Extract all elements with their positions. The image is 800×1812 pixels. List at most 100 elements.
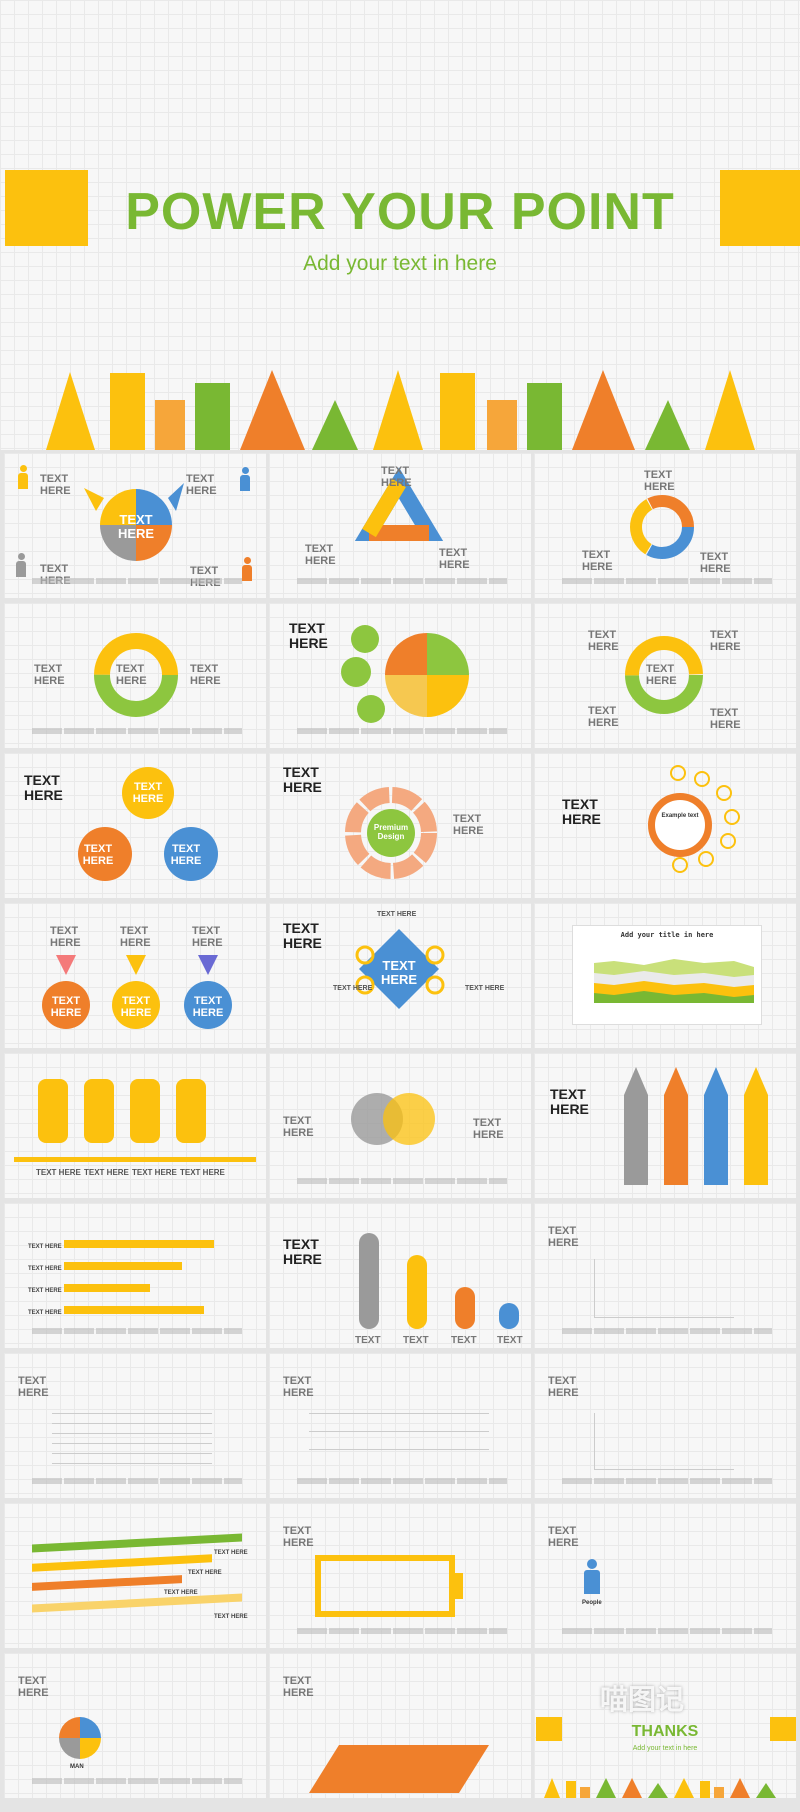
shape-bar bbox=[440, 373, 475, 450]
label-text-here: TEXT HERE bbox=[381, 465, 412, 489]
slide-thumbnail-11[interactable]: TEXT HERE TEXT HERE TEXT HERE TEXT HERE … bbox=[269, 903, 531, 1048]
slide-thumbnail-22[interactable]: TEXT HERE TEXT HERE TEXT HERE TEXT HERE bbox=[4, 1503, 266, 1648]
label-text-here: TEXT HERE bbox=[710, 629, 741, 653]
center-text-here: TEXT HERE bbox=[117, 512, 155, 541]
label-text-here: TEXT HERE bbox=[283, 1675, 314, 1699]
caption-line bbox=[297, 1478, 507, 1484]
man-label: MAN bbox=[70, 1764, 84, 1770]
label-text-here: TEXT HERE bbox=[588, 705, 619, 729]
slide-thumbnail-19[interactable]: TEXT HERE bbox=[4, 1353, 266, 1498]
mobile-icon bbox=[720, 833, 736, 849]
slide-thumbnail-23[interactable]: TEXT HERE bbox=[269, 1503, 531, 1648]
slide-thumbnail-21[interactable]: TEXT HERE bbox=[534, 1353, 796, 1498]
caption-line bbox=[562, 578, 772, 584]
yellow-square bbox=[536, 1717, 562, 1741]
label-text-here: TEXT HERE bbox=[548, 1525, 579, 1549]
slide-heading: TEXT HERE bbox=[562, 796, 601, 827]
slide-thumbnail-7[interactable]: TEXT HERE TEXT HERE TEXT HERE TEXT HERE bbox=[4, 753, 266, 898]
shape-bar bbox=[195, 383, 230, 450]
slide-thumbnail-17[interactable]: TEXT HERE TEXT TEXT TEXT TEXT bbox=[269, 1203, 531, 1348]
slide-thumbnail-3[interactable]: TEXT HERE TEXT HERE TEXT HERE bbox=[534, 453, 796, 598]
slide-thumbnail-27[interactable]: THANKS Add your text in here bbox=[534, 1653, 796, 1798]
slide-thumbnail-6[interactable]: TEXT HERE TEXT HERE TEXT HERE TEXT HERE … bbox=[534, 603, 796, 748]
pie-chart bbox=[59, 1717, 101, 1759]
pin-shape bbox=[130, 1079, 160, 1143]
slide-thumbnail-26[interactable]: TEXT HERE bbox=[269, 1653, 531, 1798]
label-text-here: TEXT HERE bbox=[453, 813, 484, 837]
circle-label: TEXT HERE bbox=[170, 843, 202, 867]
question-icon bbox=[672, 857, 688, 873]
cylinder-bar bbox=[407, 1255, 427, 1329]
premium-design-label: Premium Design bbox=[373, 823, 409, 841]
slide-thumbnail-2[interactable]: TEXT HERE TEXT HERE TEXT HERE bbox=[269, 453, 531, 598]
slide-thumbnail-10[interactable]: TEXT HERE TEXT HERE TEXT HERE TEXT HERE … bbox=[4, 903, 266, 1048]
ring-segments-diagram bbox=[345, 787, 437, 879]
example-text-label: Example text bbox=[661, 813, 699, 819]
label-text-here: TEXT HERE bbox=[333, 985, 373, 992]
label-text-here: TEXT HERE bbox=[473, 1117, 504, 1141]
text-label: TEXT bbox=[497, 1335, 523, 1346]
circular-arrows-diagram bbox=[625, 636, 703, 714]
people-label: People bbox=[582, 1600, 602, 1606]
x-axis bbox=[594, 1317, 734, 1318]
slide-thumbnail-8[interactable]: TEXT HERE Premium Design TEXT HERE bbox=[269, 753, 531, 898]
green-circle bbox=[351, 625, 379, 653]
orange-circle bbox=[42, 981, 90, 1029]
pie-diagram bbox=[385, 633, 469, 717]
label-text-here: TEXT HERE bbox=[28, 1244, 62, 1250]
yellow-circle bbox=[112, 981, 160, 1029]
slide-thumbnail-14[interactable]: TEXT HERE TEXT HERE bbox=[269, 1053, 531, 1198]
slide-thumbnail-18[interactable]: TEXT HERE bbox=[534, 1203, 796, 1348]
battery-tip bbox=[455, 1573, 463, 1599]
caption-line bbox=[32, 578, 242, 584]
cylinder-bar bbox=[359, 1233, 379, 1329]
slide-thumbnail-15[interactable]: TEXT HERE bbox=[534, 1053, 796, 1198]
shape-bar bbox=[110, 373, 145, 450]
caption-line bbox=[562, 1628, 772, 1634]
shape-bar bbox=[155, 400, 185, 450]
blue-circle bbox=[164, 827, 218, 881]
label-text-here: TEXT HERE bbox=[214, 1550, 248, 1556]
arrow-band bbox=[32, 1575, 182, 1591]
arrow-band bbox=[32, 1533, 242, 1553]
slide-thumbnail-24[interactable]: TEXT HERE People bbox=[534, 1503, 796, 1648]
h-bar bbox=[64, 1262, 182, 1270]
circle-label: TEXT HERE bbox=[192, 995, 224, 1019]
battery-frame bbox=[315, 1555, 455, 1617]
funnel-triangles bbox=[56, 955, 218, 975]
cover-slide[interactable]: POWER YOUR POINT Add your text in here bbox=[0, 0, 800, 450]
shape-triangle bbox=[373, 370, 423, 450]
slide-heading: TEXT HERE bbox=[283, 764, 322, 795]
caption-line bbox=[297, 1178, 507, 1184]
slide-thumbnail-1[interactable]: TEXT HERE TEXT HERE TEXT HERE TEXT HERE … bbox=[4, 453, 266, 598]
slide-thumbnail-20[interactable]: TEXT HERE bbox=[269, 1353, 531, 1498]
gear-icon bbox=[670, 765, 686, 781]
pin-shape bbox=[84, 1079, 114, 1143]
slide-heading: TEXT HERE bbox=[289, 620, 328, 651]
slide-heading: TEXT HERE bbox=[283, 1236, 322, 1267]
shape-triangle bbox=[705, 370, 755, 450]
green-circle bbox=[357, 695, 385, 723]
shape-triangle bbox=[572, 370, 635, 450]
label-text-here: TEXT HERE bbox=[548, 1225, 579, 1249]
label-text-here: TEXT HERE bbox=[192, 925, 223, 949]
text-label: TEXT bbox=[355, 1335, 381, 1346]
caption-line bbox=[562, 1478, 772, 1484]
h-bar bbox=[64, 1284, 150, 1292]
person-icon bbox=[584, 1559, 600, 1594]
slide-thumbnail-25[interactable]: TEXT HERE MAN bbox=[4, 1653, 266, 1798]
shape-triangle bbox=[312, 400, 358, 450]
label-text-here: TEXT HERE bbox=[283, 1115, 314, 1139]
slide-thumbnail-16[interactable]: TEXT HERE TEXT HERE TEXT HERE TEXT HERE bbox=[4, 1203, 266, 1348]
document-icon bbox=[724, 809, 740, 825]
slide-thumbnail-13[interactable]: TEXT HERE TEXT HERE TEXT HERE TEXT HERE bbox=[4, 1053, 266, 1198]
slide-thumbnail-5[interactable]: TEXT HERE bbox=[269, 603, 531, 748]
slide-thumbnail-12[interactable]: Add your title in here bbox=[534, 903, 796, 1048]
text-label: TEXT bbox=[451, 1335, 477, 1346]
slide-thumbnail-4[interactable]: TEXT HERE TEXT HERE TEXT HERE bbox=[4, 603, 266, 748]
caption-line bbox=[32, 1328, 242, 1334]
slide-heading: TEXT HERE bbox=[550, 1086, 589, 1117]
slide-thumbnail-9[interactable]: TEXT HERE Example text bbox=[534, 753, 796, 898]
line-chart-grid bbox=[309, 1413, 489, 1463]
center-text-here: TEXT HERE bbox=[646, 663, 677, 687]
